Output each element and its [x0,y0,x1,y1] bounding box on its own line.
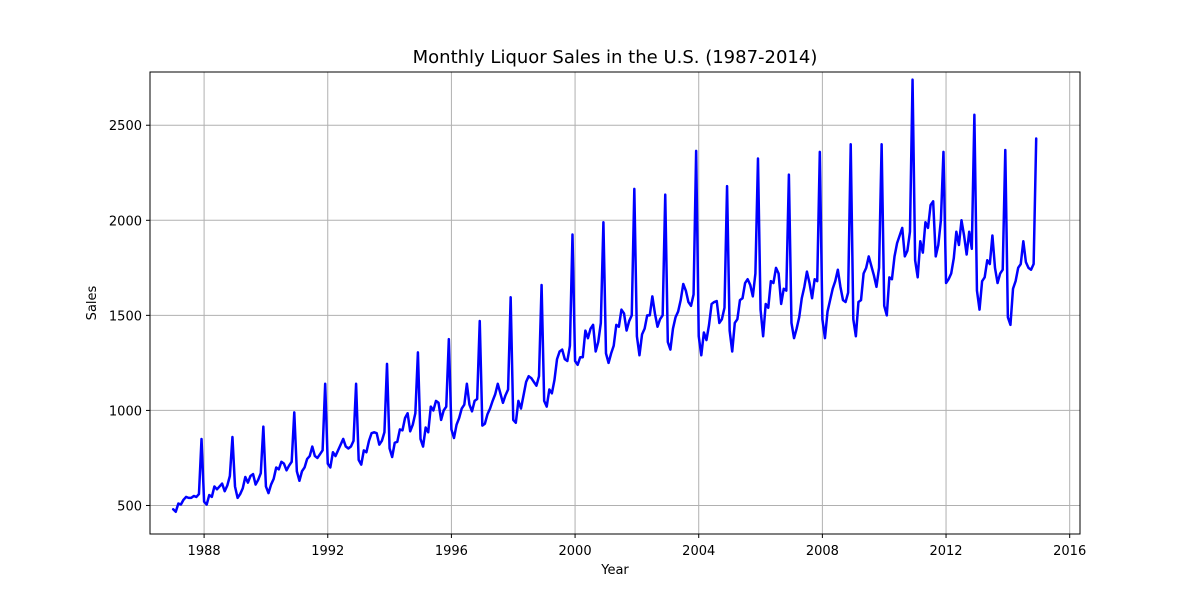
x-tick-label: 1988 [188,544,221,559]
chart-title: Monthly Liquor Sales in the U.S. (1987-2… [413,47,818,68]
x-axis-label: Year [600,563,629,578]
series-layer [171,78,1038,514]
x-tick-label: 2016 [1053,544,1086,559]
plot-frame [149,71,1081,535]
y-tick-label: 1000 [109,404,142,419]
x-tick-label: 1996 [435,544,468,559]
y-tick-label: 500 [117,499,142,514]
ticks: 1988 1992 1996 2000 2004 2008 2012 2016 500 1000 1… [109,119,1086,559]
x-tick-label: 1992 [311,544,344,559]
y-axis-label: Sales [85,285,100,320]
y-tick-label: 1500 [109,309,142,324]
sales-series-line [171,78,1038,514]
y-tick-label: 2000 [109,214,142,229]
x-tick-label: 2000 [559,544,592,559]
x-tick-label: 2012 [929,544,962,559]
x-tick-label: 2004 [682,544,715,559]
y-tick-label: 2500 [109,119,142,134]
x-tick-label: 2008 [806,544,839,559]
